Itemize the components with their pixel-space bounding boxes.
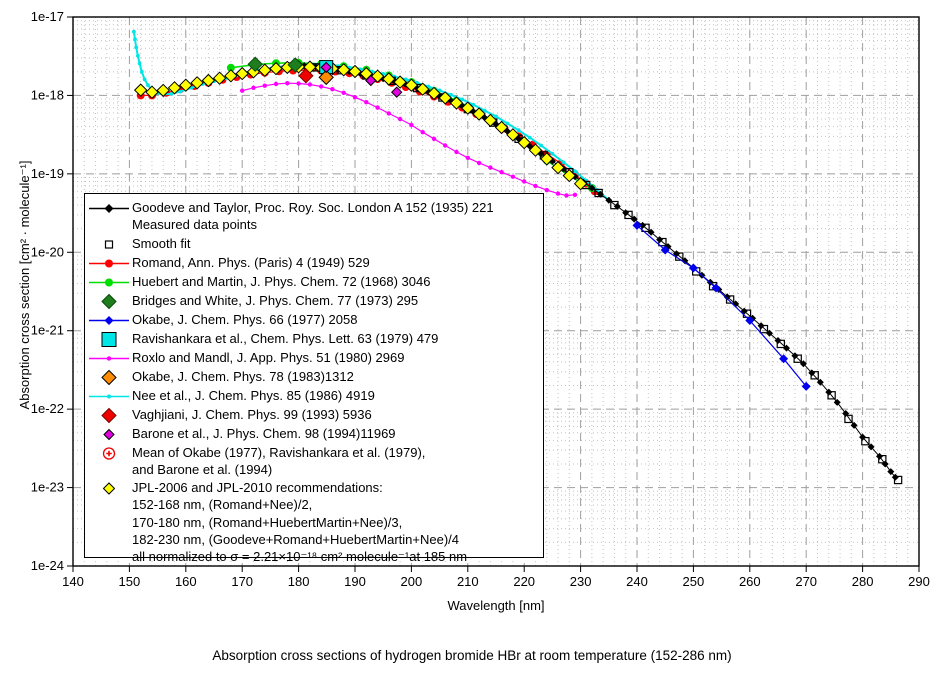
x-tick-label: 160 [175,574,197,589]
x-tick-label: 250 [683,574,705,589]
jpl-marker-icon [85,479,132,497]
legend-item: Huebert and Martin, J. Phys. Chem. 72 (1… [85,273,543,291]
legend-item-label: Bridges and White, J. Phys. Chem. 77 (19… [132,292,419,308]
series-bridges [247,56,303,73]
legend-item-label: Okabe, J. Chem. Phys. 66 (1977) 2058 [132,311,358,327]
series-okabe77 [632,220,811,391]
x-tick-label: 280 [852,574,874,589]
bridges-marker-icon [85,292,132,310]
x-tick-label: 290 [908,574,930,589]
legend-item: Roxlo and Mandl, J. App. Phys. 51 (1980)… [85,349,543,367]
legend-item-label: Barone et al., J. Phys. Chem. 98 (1994)1… [132,425,396,441]
roxlo-marker-icon [85,349,132,367]
mean-marker-icon [85,444,132,462]
x-tick-label: 260 [739,574,761,589]
y-tick-label: 1e-23 [31,480,64,495]
plot-frame [72,16,920,567]
y-tick-label: 1e-20 [31,244,64,259]
legend-item-label: Roxlo and Mandl, J. App. Phys. 51 (1980)… [132,349,405,365]
x-tick-label: 140 [62,574,84,589]
ravishankara-marker-icon [85,330,132,348]
legend-item: Okabe, J. Chem. Phys. 78 (1983)1312 [85,368,543,386]
axis-ticks [67,16,920,572]
legend-item-label: Vaghjiani, J. Chem. Phys. 99 (1993) 5936 [132,406,372,422]
y-tick-label: 1e-22 [31,401,64,416]
x-tick-label: 170 [231,574,253,589]
legend-item: Ravishankara et al., Chem. Phys. Lett. 6… [85,330,543,348]
x-tick-label: 220 [513,574,535,589]
legend-item-label: Nee et al., J. Chem. Phys. 85 (1986) 491… [132,387,375,403]
okabe-1977-marker-icon [85,311,132,329]
legend-item-label: Smooth fit [132,235,191,251]
x-tick-label: 200 [401,574,423,589]
series-barone [320,61,403,98]
legend-item-label: Okabe, J. Chem. Phys. 78 (1983)1312 [132,368,354,384]
chart-caption: Absorption cross sections of hydrogen br… [212,648,732,663]
legend-item: Nee et al., J. Chem. Phys. 85 (1986) 491… [85,387,543,405]
smooth-fit-marker-icon [85,235,132,253]
x-tick-label: 150 [119,574,141,589]
legend-item: Barone et al., J. Phys. Chem. 98 (1994)1… [85,425,543,443]
vaghjiani-marker-icon [85,406,132,424]
legend-item-label: Goodeve and Taylor, Proc. Roy. Soc. Lond… [132,200,494,233]
legend-item-label: Mean of Okabe (1977), Ravishankara et al… [132,444,426,477]
x-tick-label: 230 [570,574,592,589]
y-tick-label: 1e-19 [31,166,64,181]
nee-marker-icon [85,387,132,405]
legend-item: Smooth fit [85,235,543,253]
legend-item: JPL-2006 and JPL-2010 recommendations: 15… [85,479,543,565]
series-vaghjiani [298,68,314,84]
legend-item: Okabe, J. Chem. Phys. 66 (1977) 2058 [85,311,543,329]
legend-item-label: JPL-2006 and JPL-2010 recommendations: 15… [132,480,468,565]
y-tick-label: 1e-17 [31,9,64,24]
legend-item-label: Ravishankara et al., Chem. Phys. Lett. 6… [132,330,439,346]
series-jpl [133,60,588,191]
romand-marker-icon [85,254,132,272]
y-tick-label: 1e-24 [31,558,64,573]
y-tick-label: 1e-18 [31,87,64,102]
legend-item: Bridges and White, J. Phys. Chem. 77 (19… [85,292,543,310]
x-tick-label: 240 [626,574,648,589]
legend-item: Vaghjiani, J. Chem. Phys. 99 (1993) 5936 [85,406,543,424]
legend-item: Goodeve and Taylor, Proc. Roy. Soc. Lond… [85,199,543,234]
series-nee [132,29,611,203]
legend-item-label: Huebert and Martin, J. Phys. Chem. 72 (1… [132,273,431,289]
x-tick-label: 210 [457,574,479,589]
series-romand [136,66,599,196]
legend-box: Goodeve and Taylor, Proc. Roy. Soc. Lond… [84,193,544,564]
legend-item: Mean of Okabe (1977), Ravishankara et al… [85,444,543,479]
series-roxlo [240,81,578,198]
y-axis-title: Absorption cross section [cm² · molecule… [17,160,32,410]
huebert-marker-icon [85,273,132,291]
goodeve-marker-icon [85,199,132,217]
x-tick-label: 180 [288,574,310,589]
y-tick-label: 1e-21 [31,323,64,338]
legend-item: Romand, Ann. Phys. (Paris) 4 (1949) 529 [85,254,543,272]
x-tick-label: 270 [795,574,817,589]
x-tick-label: 190 [344,574,366,589]
barone-marker-icon [85,425,132,443]
okabe-1983-marker-icon [85,368,132,386]
legend-item-label: Romand, Ann. Phys. (Paris) 4 (1949) 529 [132,254,370,270]
series-okabe83 [318,69,334,86]
x-axis-title: Wavelength [nm] [447,598,545,613]
